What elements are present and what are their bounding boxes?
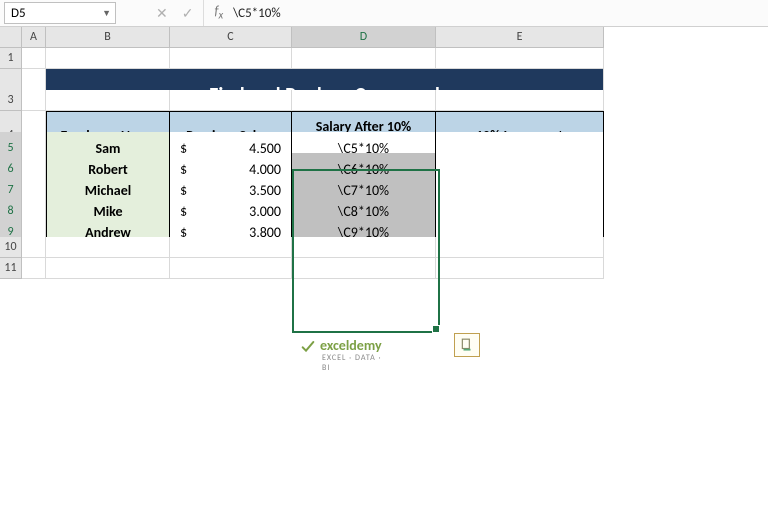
cell[interactable] xyxy=(436,237,604,258)
cell[interactable] xyxy=(170,90,292,111)
cell[interactable] xyxy=(292,258,436,279)
cell[interactable] xyxy=(170,237,292,258)
cell[interactable] xyxy=(22,90,46,111)
formula-bar-buttons: ✕ ✓ xyxy=(146,0,204,26)
cell[interactable] xyxy=(46,237,170,258)
logo-icon xyxy=(300,338,316,354)
cell[interactable] xyxy=(46,48,170,69)
cell[interactable] xyxy=(46,258,170,279)
col-header-b[interactable]: B xyxy=(46,27,170,48)
cell[interactable] xyxy=(292,237,436,258)
row-header-1[interactable]: 1 xyxy=(0,48,22,69)
name-box[interactable]: D5 ▼ xyxy=(4,2,116,24)
name-box-dropdown-icon[interactable]: ▼ xyxy=(102,8,111,19)
formula-input[interactable]: \C5*10% xyxy=(229,6,768,21)
cell[interactable] xyxy=(436,258,604,279)
row-header-11[interactable]: 11 xyxy=(0,258,22,279)
logo-subtitle: EXCEL · DATA · BI xyxy=(322,353,382,373)
cell[interactable] xyxy=(436,48,604,69)
cell[interactable] xyxy=(292,48,436,69)
cell[interactable] xyxy=(170,258,292,279)
fill-handle[interactable] xyxy=(432,325,440,333)
cell[interactable] xyxy=(22,48,46,69)
cell[interactable] xyxy=(46,90,170,111)
col-header-c[interactable]: C xyxy=(170,27,292,48)
autofill-options-icon xyxy=(460,338,474,352)
col-header-d[interactable]: D xyxy=(292,27,436,48)
exceldemy-logo: exceldemy EXCEL · DATA · BI xyxy=(300,337,382,354)
name-box-value: D5 xyxy=(11,6,26,21)
cell[interactable] xyxy=(170,48,292,69)
formula-bar: D5 ▼ ✕ ✓ fx \C5*10% xyxy=(0,0,768,27)
select-all-corner[interactable] xyxy=(0,27,22,48)
autofill-options-button[interactable] xyxy=(454,333,480,357)
logo-text: exceldemy xyxy=(320,337,382,354)
col-header-a[interactable]: A xyxy=(22,27,46,48)
row-header-3[interactable]: 3 xyxy=(0,90,22,111)
fx-icon[interactable]: fx xyxy=(208,4,229,22)
cell[interactable] xyxy=(22,258,46,279)
cell[interactable] xyxy=(22,237,46,258)
accept-icon[interactable]: ✓ xyxy=(182,5,194,22)
row-header-10[interactable]: 10 xyxy=(0,237,22,258)
cell[interactable] xyxy=(292,90,436,111)
spreadsheet-grid[interactable]: A B C D E 1 2 3 4 5 6 7 8 9 10 11 Find a… xyxy=(0,27,768,527)
cell[interactable] xyxy=(436,90,604,111)
col-header-e[interactable]: E xyxy=(436,27,604,48)
cancel-icon[interactable]: ✕ xyxy=(156,5,168,22)
